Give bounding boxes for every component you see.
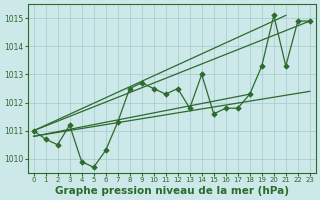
- X-axis label: Graphe pression niveau de la mer (hPa): Graphe pression niveau de la mer (hPa): [55, 186, 289, 196]
